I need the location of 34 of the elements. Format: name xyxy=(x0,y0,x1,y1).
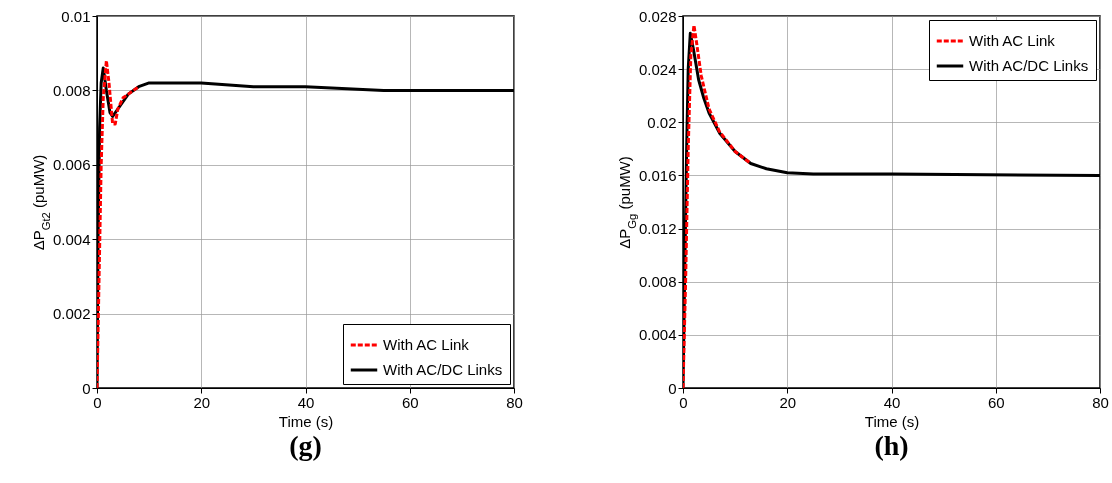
y-tick-label: 0.01 xyxy=(61,7,91,25)
x-tick-label: 40 xyxy=(297,393,315,411)
x-axis-title: Time (s) xyxy=(864,412,920,430)
x-tick-label: 20 xyxy=(193,393,211,411)
text: (h) xyxy=(874,430,909,461)
legend-label: With AC Link xyxy=(383,336,470,353)
y-tick-label: 0.008 xyxy=(638,273,677,291)
x-tick-label: 20 xyxy=(779,393,797,411)
line-series xyxy=(97,59,141,388)
x-tick-label: 40 xyxy=(883,393,901,411)
line-series xyxy=(683,23,753,388)
y-tick-label: 0 xyxy=(82,379,91,397)
y-tick-label: 0.002 xyxy=(52,305,91,323)
y-tick-label: 0.004 xyxy=(638,326,677,344)
x-tick-label: 0 xyxy=(679,393,688,411)
y-tick-label: 0.006 xyxy=(52,156,91,174)
x-tick-label: 80 xyxy=(506,393,523,411)
y-tick-label: 0.004 xyxy=(52,230,91,248)
x-axis-title: Time (s) xyxy=(278,412,334,430)
legend-label: With AC/DC Links xyxy=(969,57,1089,74)
y-tick-label: 0.016 xyxy=(638,166,677,184)
legend-label: With AC Link xyxy=(969,32,1056,49)
x-tick-label: 60 xyxy=(987,393,1005,411)
x-tick-label: 0 xyxy=(93,393,102,411)
y-tick-label: 0.028 xyxy=(638,7,677,25)
y-tick-label: 0 xyxy=(668,379,677,397)
y-tick-label: 0.024 xyxy=(638,60,677,78)
text: (g) xyxy=(289,430,322,461)
y-tick-label: 0.008 xyxy=(52,81,91,99)
legend-label: With AC/DC Links xyxy=(383,361,503,378)
x-tick-label: 80 xyxy=(1092,393,1109,411)
y-tick-label: 0.012 xyxy=(638,220,677,238)
x-tick-label: 60 xyxy=(401,393,419,411)
y-tick-label: 0.02 xyxy=(647,113,677,131)
